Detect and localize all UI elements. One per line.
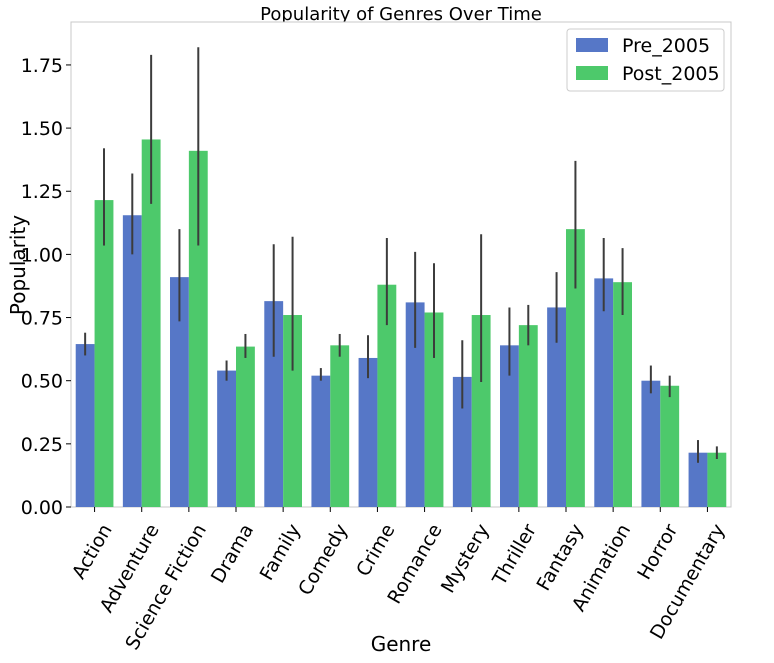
bar-post-2005-animation [613,282,632,507]
bar-pre-2005-horror [641,380,661,507]
bar-pre-2005-drama [217,370,236,507]
bar-post-2005-thriller [518,325,538,508]
y-tick-label: 0.75 [21,308,63,330]
error-bars-group [84,47,718,463]
bar-post-2005-horror [660,385,680,507]
x-tick-label: Thriller [488,520,541,590]
legend: Pre_2005 Post_2005 [566,28,725,92]
bar-post-2005-fantasy [566,229,585,507]
y-tick-label: 1.75 [21,55,63,77]
y-tick-label: 1.50 [21,118,63,140]
x-tick-label: Crime [352,520,399,580]
plot-area [70,21,732,508]
bar-post-2005-action [94,200,114,507]
bar-pre-2005-action [75,344,95,507]
bar-post-2005-comedy [330,345,350,507]
legend-swatch-pre-2005 [576,38,608,52]
bar-pre-2005-thriller [500,345,519,507]
y-tick-label: 0.50 [21,371,63,393]
y-tick-label: 1.00 [21,244,63,266]
bar-pre-2005-crime [358,357,378,507]
bar-pre-2005-romance [405,302,425,507]
bar-post-2005-documentary [707,452,727,507]
bars-group [75,139,727,508]
legend-swatch-post-2005 [576,66,608,80]
bar-pre-2005-documentary [688,452,708,507]
x-tick-label: Action [68,520,117,583]
x-tick-label: Horror [633,520,682,583]
chart-title: Popularity of Genres Over Time [260,4,542,25]
bar-post-2005-science-fiction [188,150,208,507]
bar-pre-2005-fantasy [547,307,566,507]
bar-post-2005-drama [236,346,255,507]
bar-post-2005-crime [377,284,397,507]
y-axis-label: Popularity [6,215,30,315]
bar-pre-2005-family [264,301,284,507]
bar-post-2005-adventure [141,139,161,507]
bar-pre-2005-comedy [311,375,331,507]
bar-pre-2005-animation [594,278,614,507]
y-tick-label: 0.00 [21,497,63,519]
bar-pre-2005-mystery [452,376,472,507]
legend-label-post-2005: Post_2005 [622,63,720,85]
legend-label-pre-2005: Pre_2005 [622,35,710,57]
y-axis: 0.00 0.25 0.50 0.75 1.00 1.25 1.50 1.75 [21,55,71,519]
bar-pre-2005-science-fiction [170,277,189,507]
bar-post-2005-romance [424,312,444,507]
x-tick-label: Family [256,520,306,584]
y-tick-label: 1.25 [21,181,63,203]
x-tick-label: Drama [207,520,258,587]
bar-post-2005-mystery [471,315,491,507]
bar-post-2005-family [283,315,302,507]
bar-pre-2005-adventure [122,215,142,508]
x-axis-label: Genre [371,632,432,656]
y-tick-label: 0.25 [21,434,63,456]
